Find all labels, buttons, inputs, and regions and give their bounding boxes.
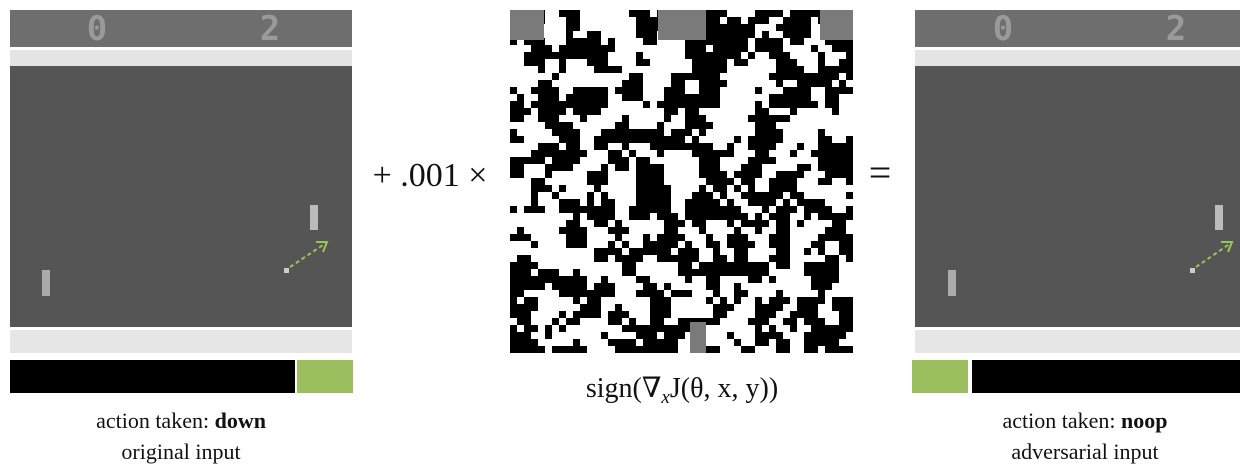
noise-patch (690, 322, 706, 353)
action-label: action taken: (1003, 408, 1116, 433)
caption: original input (121, 439, 240, 464)
noise-patch (510, 10, 544, 40)
formula: sign(∇xJ(θ, x, y)) (586, 373, 778, 408)
score: 0 (993, 9, 1013, 49)
action: down (215, 408, 266, 433)
score: 2 (1166, 9, 1186, 49)
score: 0 (87, 9, 107, 49)
action-label: action taken: (96, 408, 209, 433)
caption: adversarial input (1011, 439, 1158, 464)
operator: + .001 × (373, 157, 488, 194)
action-highlight (297, 360, 353, 393)
noise-pattern (510, 10, 853, 353)
game-frame (10, 10, 352, 353)
equals: = (869, 150, 892, 195)
noise-patch (820, 10, 853, 40)
action-bar (10, 360, 295, 393)
formula-part: sign(∇ (586, 373, 662, 404)
action-text: action taken: noop (1003, 408, 1168, 433)
action: noop (1121, 408, 1167, 433)
action-text: action taken: down (96, 408, 266, 433)
game-frame (915, 10, 1240, 353)
formula-part: J(θ, x, y)) (670, 373, 778, 404)
formula-subscript: x (660, 387, 670, 408)
score: 2 (260, 9, 280, 49)
action-bar (972, 360, 1240, 393)
noise-patch (658, 10, 706, 40)
action-highlight (912, 360, 968, 393)
